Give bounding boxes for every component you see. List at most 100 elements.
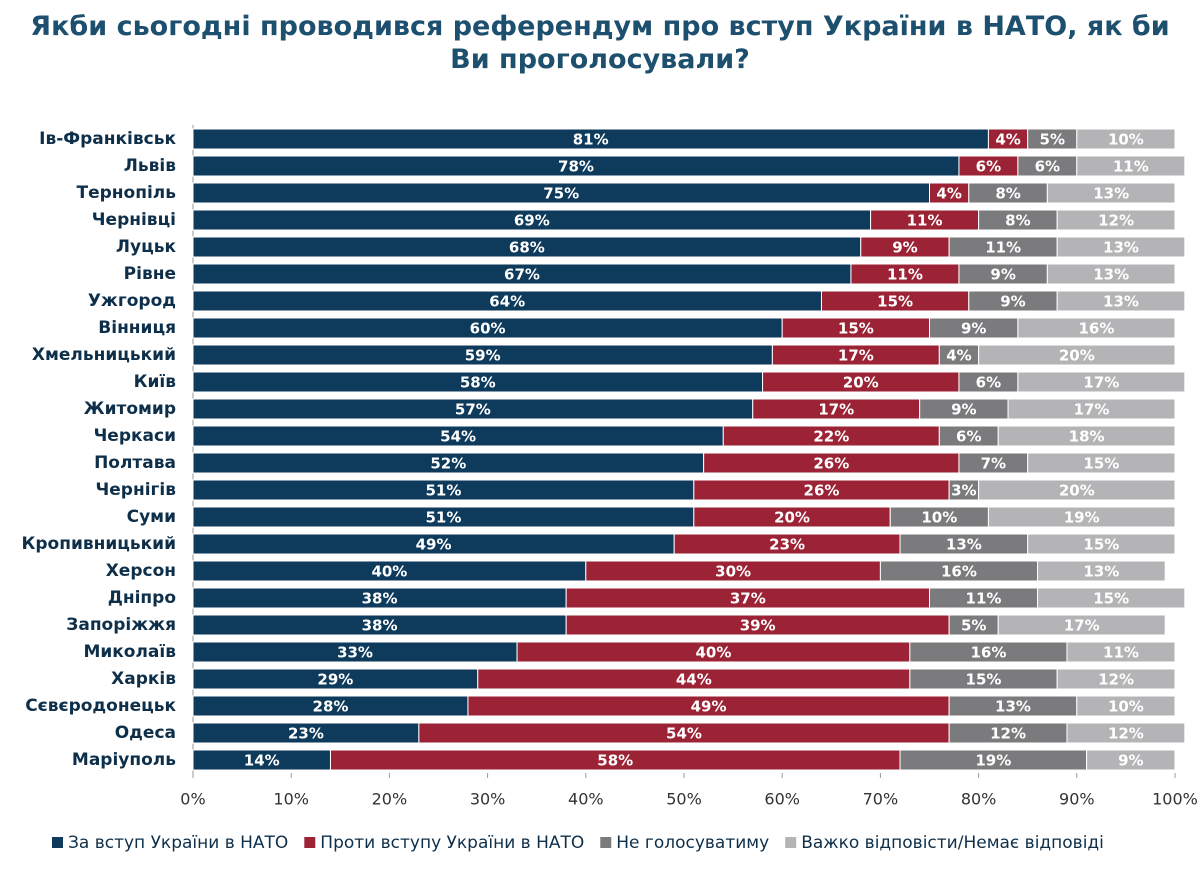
value-label: 16% — [1078, 320, 1114, 338]
value-label: 5% — [961, 617, 986, 635]
value-label: 15% — [1093, 590, 1129, 608]
chart-title: Якби сьогодні проводився референдум про … — [30, 11, 1170, 75]
value-label: 13% — [1103, 239, 1139, 257]
legend-label: За вступ України в НАТО — [68, 833, 288, 853]
value-label: 81% — [573, 131, 609, 149]
bar-segment — [1017, 371, 1186, 393]
value-label: 37% — [730, 590, 766, 608]
value-label: 13% — [1093, 266, 1129, 284]
value-label: 12% — [1098, 212, 1134, 230]
value-label: 19% — [975, 752, 1011, 770]
value-label: 51% — [425, 509, 461, 527]
value-label: 38% — [362, 590, 398, 608]
bar-segment — [1076, 155, 1186, 177]
value-label: 20% — [774, 509, 810, 527]
value-label: 33% — [337, 644, 373, 662]
value-label: 51% — [425, 482, 461, 500]
bar-segment — [1056, 668, 1176, 690]
category-label: Хмельницький — [32, 345, 176, 365]
value-label: 64% — [489, 293, 525, 311]
category-label: Черкаси — [94, 426, 176, 446]
bar-segment — [1037, 560, 1166, 582]
category-label: Вінниця — [98, 318, 176, 338]
category-label: Одеса — [115, 723, 176, 743]
value-label: 54% — [666, 725, 702, 743]
bar-segment — [1007, 398, 1176, 420]
x-tick-label: 90% — [1059, 790, 1095, 809]
x-tick-label: 70% — [863, 790, 899, 809]
legend-swatch — [304, 837, 316, 848]
bar-segment — [1027, 452, 1176, 474]
category-label: Чернігів — [96, 480, 177, 500]
value-label: 10% — [1108, 698, 1144, 716]
x-tick-label: 20% — [372, 790, 408, 809]
legend-swatch — [785, 837, 797, 848]
bar-segment — [978, 344, 1176, 366]
value-label: 26% — [804, 482, 840, 500]
x-tick-label: 0% — [180, 790, 205, 809]
category-label: Суми — [127, 507, 176, 527]
value-label: 11% — [985, 239, 1021, 257]
bar-segment — [1066, 641, 1176, 663]
value-label: 9% — [1000, 293, 1025, 311]
category-label: Житомир — [84, 399, 176, 419]
value-label: 60% — [470, 320, 506, 338]
value-label: 12% — [1098, 671, 1134, 689]
category-label: Запоріжжя — [66, 615, 176, 635]
value-label: 7% — [981, 455, 1006, 473]
bar-segment — [1027, 533, 1176, 555]
value-label: 13% — [946, 536, 982, 554]
category-label: Херсон — [106, 561, 176, 581]
category-label: Маріуполь — [72, 750, 176, 770]
value-label: 11% — [887, 266, 923, 284]
category-label: Сєвєродонецьк — [25, 696, 176, 716]
value-label: 44% — [676, 671, 712, 689]
x-tick-label: 40% — [568, 790, 604, 809]
value-label: 6% — [976, 374, 1001, 392]
value-label: 17% — [1083, 374, 1119, 392]
value-label: 4% — [946, 347, 971, 365]
value-label: 49% — [416, 536, 452, 554]
value-label: 14% — [244, 752, 280, 770]
bar-segment — [1056, 209, 1176, 231]
value-label: 12% — [990, 725, 1026, 743]
value-label: 20% — [843, 374, 879, 392]
category-label: Кропивницький — [21, 534, 176, 554]
value-label: 16% — [970, 644, 1006, 662]
value-label: 8% — [995, 185, 1020, 203]
bar-segment — [1046, 263, 1176, 285]
value-label: 18% — [1069, 428, 1105, 446]
x-tick-label: 60% — [764, 790, 800, 809]
value-label: 13% — [1093, 185, 1129, 203]
value-label: 22% — [813, 428, 849, 446]
x-tick-label: 10% — [273, 790, 309, 809]
value-label: 17% — [838, 347, 874, 365]
bar-segment — [1066, 722, 1186, 744]
value-label: 29% — [317, 671, 353, 689]
value-label: 23% — [769, 536, 805, 554]
value-label: 11% — [907, 212, 943, 230]
bar-segment — [1086, 749, 1176, 771]
category-label: Київ — [134, 372, 177, 392]
value-label: 8% — [1005, 212, 1030, 230]
category-label: Чернівці — [92, 210, 176, 230]
category-label: Львів — [124, 156, 176, 176]
category-label: Дніпро — [108, 588, 176, 608]
bar-segment — [997, 425, 1176, 447]
bar-segment — [987, 506, 1176, 528]
value-label: 12% — [1108, 725, 1144, 743]
bar-segment — [1076, 695, 1176, 717]
value-label: 5% — [1040, 131, 1065, 149]
category-label: Миколаїв — [83, 642, 176, 662]
value-label: 19% — [1064, 509, 1100, 527]
value-label: 6% — [956, 428, 981, 446]
bar-segment — [997, 614, 1166, 636]
value-label: 11% — [1103, 644, 1139, 662]
x-tick-label: 30% — [470, 790, 506, 809]
category-label: Луцьк — [116, 237, 177, 257]
value-label: 17% — [1074, 401, 1110, 419]
value-label: 58% — [597, 752, 633, 770]
value-label: 13% — [1103, 293, 1139, 311]
